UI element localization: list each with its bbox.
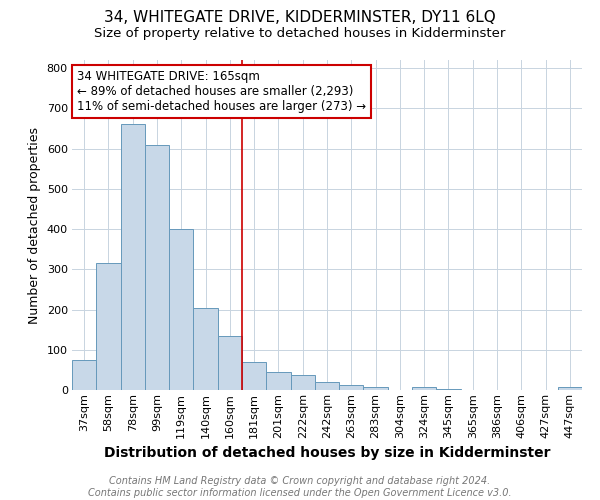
Text: Contains HM Land Registry data © Crown copyright and database right 2024.
Contai: Contains HM Land Registry data © Crown c… [88,476,512,498]
Text: 34 WHITEGATE DRIVE: 165sqm
← 89% of detached houses are smaller (2,293)
11% of s: 34 WHITEGATE DRIVE: 165sqm ← 89% of deta… [77,70,366,113]
Bar [72,360,96,390]
Bar [364,387,388,390]
Bar [558,387,582,390]
Y-axis label: Number of detached properties: Number of detached properties [28,126,41,324]
Bar [169,229,193,390]
Text: Size of property relative to detached houses in Kidderminster: Size of property relative to detached ho… [94,28,506,40]
X-axis label: Distribution of detached houses by size in Kidderminster: Distribution of detached houses by size … [104,446,550,460]
Bar [339,385,364,390]
Bar [145,144,169,390]
Text: 34, WHITEGATE DRIVE, KIDDERMINSTER, DY11 6LQ: 34, WHITEGATE DRIVE, KIDDERMINSTER, DY11… [104,10,496,25]
Bar [218,336,242,390]
Bar [436,389,461,390]
Bar [290,374,315,390]
Bar [412,387,436,390]
Bar [315,382,339,390]
Bar [266,372,290,390]
Bar [193,308,218,390]
Bar [121,124,145,390]
Bar [96,263,121,390]
Bar [242,362,266,390]
